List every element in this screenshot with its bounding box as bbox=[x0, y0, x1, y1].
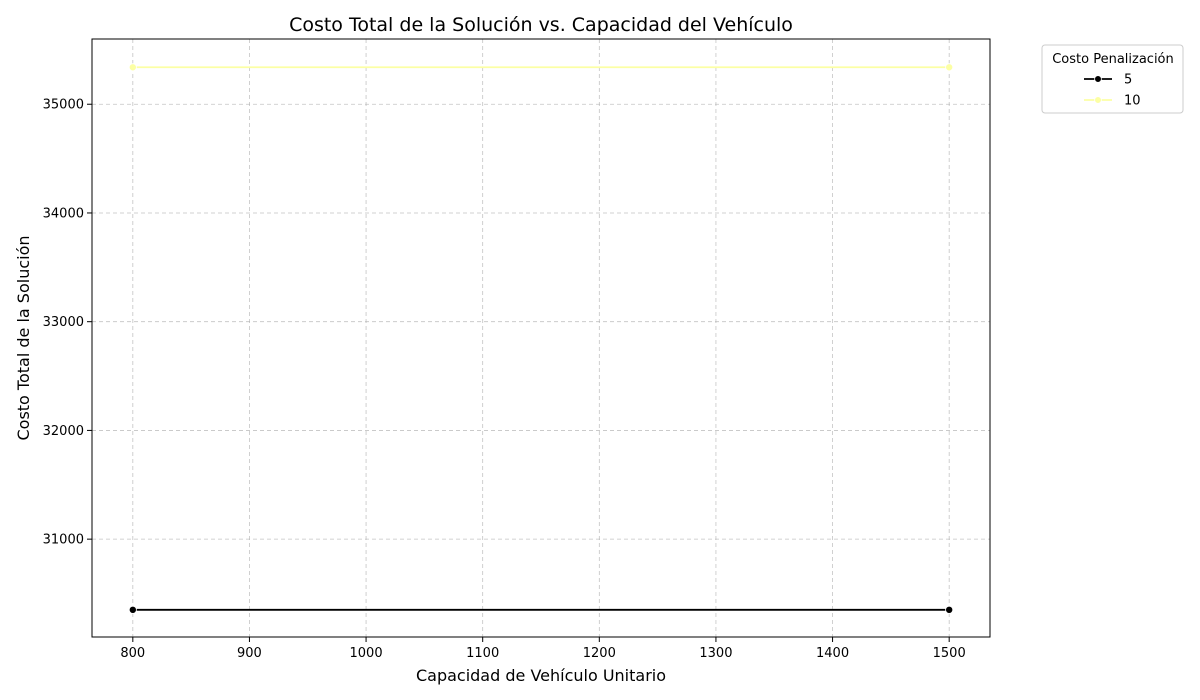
legend-label: 5 bbox=[1124, 73, 1132, 88]
legend-marker bbox=[1094, 75, 1102, 83]
y-tick-label: 31000 bbox=[43, 533, 84, 548]
x-axis-label: Capacidad de Vehículo Unitario bbox=[416, 666, 666, 685]
y-tick-label: 34000 bbox=[43, 206, 84, 221]
x-tick-label: 1000 bbox=[350, 646, 383, 661]
legend-entries: 510 bbox=[1084, 73, 1141, 109]
plot-frame bbox=[91, 38, 991, 638]
x-tick-label: 1200 bbox=[583, 646, 616, 661]
x-tick-label: 1500 bbox=[933, 646, 966, 661]
axis-ticks: 800 900 1000 1100 1200 1300 1400 1500 31000 32000… bbox=[43, 98, 966, 661]
x-tick-label: 1100 bbox=[466, 646, 499, 661]
legend-marker bbox=[1094, 96, 1102, 104]
y-tick-label: 33000 bbox=[43, 315, 84, 330]
x-tick-label: 900 bbox=[237, 646, 262, 661]
y-tick-label: 35000 bbox=[43, 98, 84, 113]
legend: Costo Penalización 510 bbox=[1041, 44, 1184, 114]
x-tick-label: 1400 bbox=[816, 646, 849, 661]
legend-label: 10 bbox=[1124, 94, 1141, 109]
data-point bbox=[128, 605, 137, 614]
grid-lines bbox=[92, 39, 990, 637]
x-tick-label: 800 bbox=[120, 646, 145, 661]
data-point bbox=[945, 63, 954, 72]
data-point bbox=[945, 605, 954, 614]
legend-title: Costo Penalización bbox=[1052, 52, 1174, 67]
chart-title: Costo Total de la Solución vs. Capacidad… bbox=[289, 14, 793, 36]
y-axis-label: Costo Total de la Solución bbox=[14, 235, 33, 440]
x-tick-label: 1300 bbox=[699, 646, 732, 661]
y-tick-label: 32000 bbox=[43, 424, 84, 439]
series-lines bbox=[128, 63, 954, 614]
legend-box bbox=[1041, 44, 1184, 114]
data-point bbox=[128, 63, 137, 72]
